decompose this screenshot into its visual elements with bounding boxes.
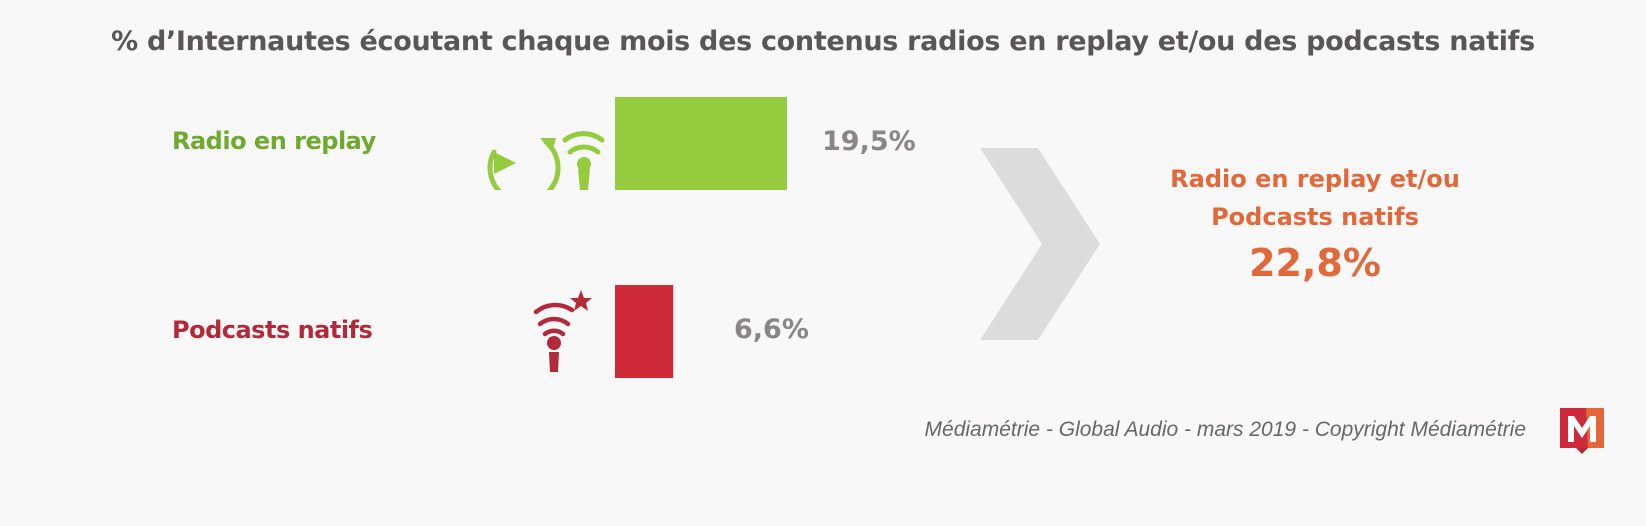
bar-podcasts (615, 285, 674, 378)
podcast-radio-star-icon (533, 290, 592, 372)
summary-label: Radio en replay et/ou Podcasts natifs 22… (1130, 160, 1500, 290)
chart-title: % d’Internautes écoutant chaque mois des… (111, 26, 1535, 57)
summary-label-line1: Radio en replay et/ou (1170, 165, 1460, 193)
category-label-radio-replay: Radio en replay (172, 127, 376, 155)
replay-radio-icon (487, 131, 605, 190)
summary-value: 22,8% (1249, 241, 1381, 285)
bar-radio-replay (615, 97, 787, 190)
summary-label-line2: Podcasts natifs (1211, 203, 1419, 231)
value-label-podcasts: 6,6% (734, 314, 809, 345)
mediametrie-logo (1560, 408, 1604, 454)
source-footer: Médiamétrie - Global Audio - mars 2019 -… (924, 418, 1526, 441)
chevron-arrow-icon (980, 148, 1100, 340)
value-label-radio-replay: 19,5% (822, 126, 916, 157)
category-label-podcasts: Podcasts natifs (172, 316, 373, 344)
